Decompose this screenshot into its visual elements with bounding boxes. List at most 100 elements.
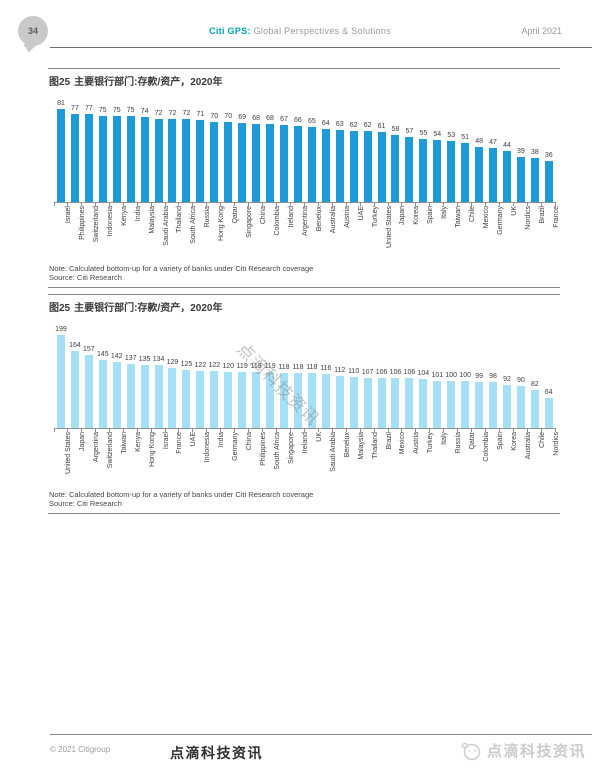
bar-value-label: 62: [349, 121, 358, 129]
bar-value-label: 101: [431, 371, 444, 379]
bar-column: 101: [430, 372, 444, 428]
axis-tick: [178, 203, 180, 206]
bar-column: 55: [416, 130, 430, 202]
bar-value-label: 71: [196, 111, 205, 119]
bar-column: 119: [249, 363, 263, 428]
bar-value-label: 120: [222, 362, 235, 370]
bar-value-label: 64: [544, 389, 553, 397]
x-axis-category: Thailand: [361, 429, 379, 487]
bar-value-label: 68: [252, 114, 260, 122]
bar-column: 118: [291, 364, 305, 428]
x-axis-category: Qatar: [458, 429, 476, 487]
bar-value-label: 74: [140, 108, 149, 116]
x-axis-category: Nordics: [514, 203, 532, 261]
bar-column: 107: [361, 369, 375, 428]
bar-column: 68: [249, 115, 263, 202]
x-axis-category: Israel: [54, 203, 72, 261]
axis-tick: [80, 429, 82, 432]
bar-column: 120: [221, 363, 235, 428]
axis-tick: [387, 429, 389, 432]
x-axis-category: Taiwan: [110, 429, 128, 487]
axis-tick: [401, 429, 403, 432]
x-axis-category: Japan: [68, 429, 86, 487]
x-axis-category: Korea: [402, 203, 420, 261]
bar: [238, 122, 247, 202]
x-axis-category: Malaysia: [347, 429, 365, 487]
x-axis-category: Qatar: [221, 203, 239, 261]
header-divider: [50, 47, 592, 48]
bar-column: 125: [179, 361, 193, 428]
bar-column: 118: [305, 364, 319, 428]
x-axis-category: India: [207, 429, 225, 487]
axis-tick: [108, 429, 110, 432]
x-axis-category: Russia: [193, 203, 211, 261]
bar-column: 38: [528, 149, 542, 202]
bar-column: 72: [179, 110, 193, 202]
bar-column: 36: [542, 152, 556, 202]
bar-column: 116: [319, 365, 333, 428]
axis-tick: [220, 203, 222, 206]
x-axis-category: Spain: [486, 429, 504, 487]
bar: [447, 381, 456, 428]
axis-tick: [108, 203, 110, 206]
brand-subtitle: Global Perspectives & Solutions: [250, 26, 391, 36]
x-axis-category: Benelux: [333, 429, 351, 487]
bar: [252, 372, 261, 428]
header-date: April 2021: [521, 26, 562, 36]
x-axis-category: Brazil: [528, 203, 546, 261]
bar: [224, 121, 233, 202]
bar: [168, 119, 177, 202]
x-axis-labels-1: Israel Philippines Switzerland Indonesia Ken…: [54, 203, 560, 261]
bar: [433, 380, 442, 428]
bar: [349, 130, 358, 202]
axis-tick: [540, 203, 542, 206]
axis-tick: [415, 429, 417, 432]
bar-value-label: 44: [503, 142, 511, 150]
bar: [544, 160, 553, 202]
x-axis-category: UK: [305, 429, 323, 487]
bar: [112, 115, 121, 202]
bar-value-label: 98: [489, 373, 497, 381]
axis-tick: [66, 203, 68, 206]
bar-value-label: 61: [377, 122, 386, 130]
x-axis-category: France: [166, 429, 183, 487]
axis-tick: [512, 203, 514, 206]
bar-value-label: 119: [236, 363, 248, 371]
bar-column: 48: [472, 138, 486, 202]
bar: [56, 335, 65, 428]
x-axis-category: Australia: [319, 203, 337, 261]
bar-column: 70: [207, 113, 221, 202]
bar-column: 47: [486, 139, 500, 202]
bar: [252, 123, 261, 202]
x-axis-category: Malaysia: [138, 203, 156, 261]
bar: [238, 372, 247, 428]
axis-tick: [206, 429, 208, 432]
x-axis-category: Benelux: [305, 203, 323, 261]
bar-column: 90: [514, 377, 528, 428]
axis-tick: [443, 429, 445, 432]
bar: [210, 371, 219, 428]
x-axis-category: Kenya: [124, 429, 142, 487]
x-axis-category: Colombia: [472, 429, 490, 487]
axis-tick: [512, 429, 514, 432]
bar: [196, 371, 205, 428]
axis-tick: [554, 203, 556, 206]
bar-column: 157: [82, 346, 96, 428]
x-axis-labels-2: United States Japan Argentina Switzerland Ta…: [54, 429, 560, 487]
bar: [56, 109, 65, 202]
bar: [266, 372, 275, 428]
x-axis-category: Austria: [333, 203, 351, 261]
bar-chart-deposits-assets-1: 81 77 77 75 75 75 74 72 72 72 71 70 70 69 68 68 67 66 65 64…: [54, 96, 556, 203]
bar-column: 66: [291, 117, 305, 202]
bar-column: 69: [235, 114, 249, 202]
x-axis-category: Russia: [444, 429, 462, 487]
axis-tick: [345, 203, 347, 206]
bar: [224, 371, 233, 428]
axis-tick: [289, 429, 291, 432]
bar-value-label: 36: [544, 151, 553, 159]
bar-value-label: 100: [459, 372, 471, 380]
x-axis-category: India: [124, 203, 142, 261]
bar-column: 75: [124, 107, 138, 202]
bar-column: 67: [277, 116, 291, 202]
bar-value-label: 157: [83, 345, 95, 353]
